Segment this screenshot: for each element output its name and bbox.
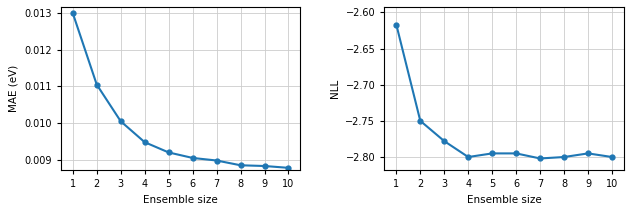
Y-axis label: MAE (eV): MAE (eV) — [8, 65, 19, 112]
Y-axis label: NLL: NLL — [330, 79, 340, 98]
X-axis label: Ensemble size: Ensemble size — [467, 195, 541, 205]
X-axis label: Ensemble size: Ensemble size — [143, 195, 218, 205]
